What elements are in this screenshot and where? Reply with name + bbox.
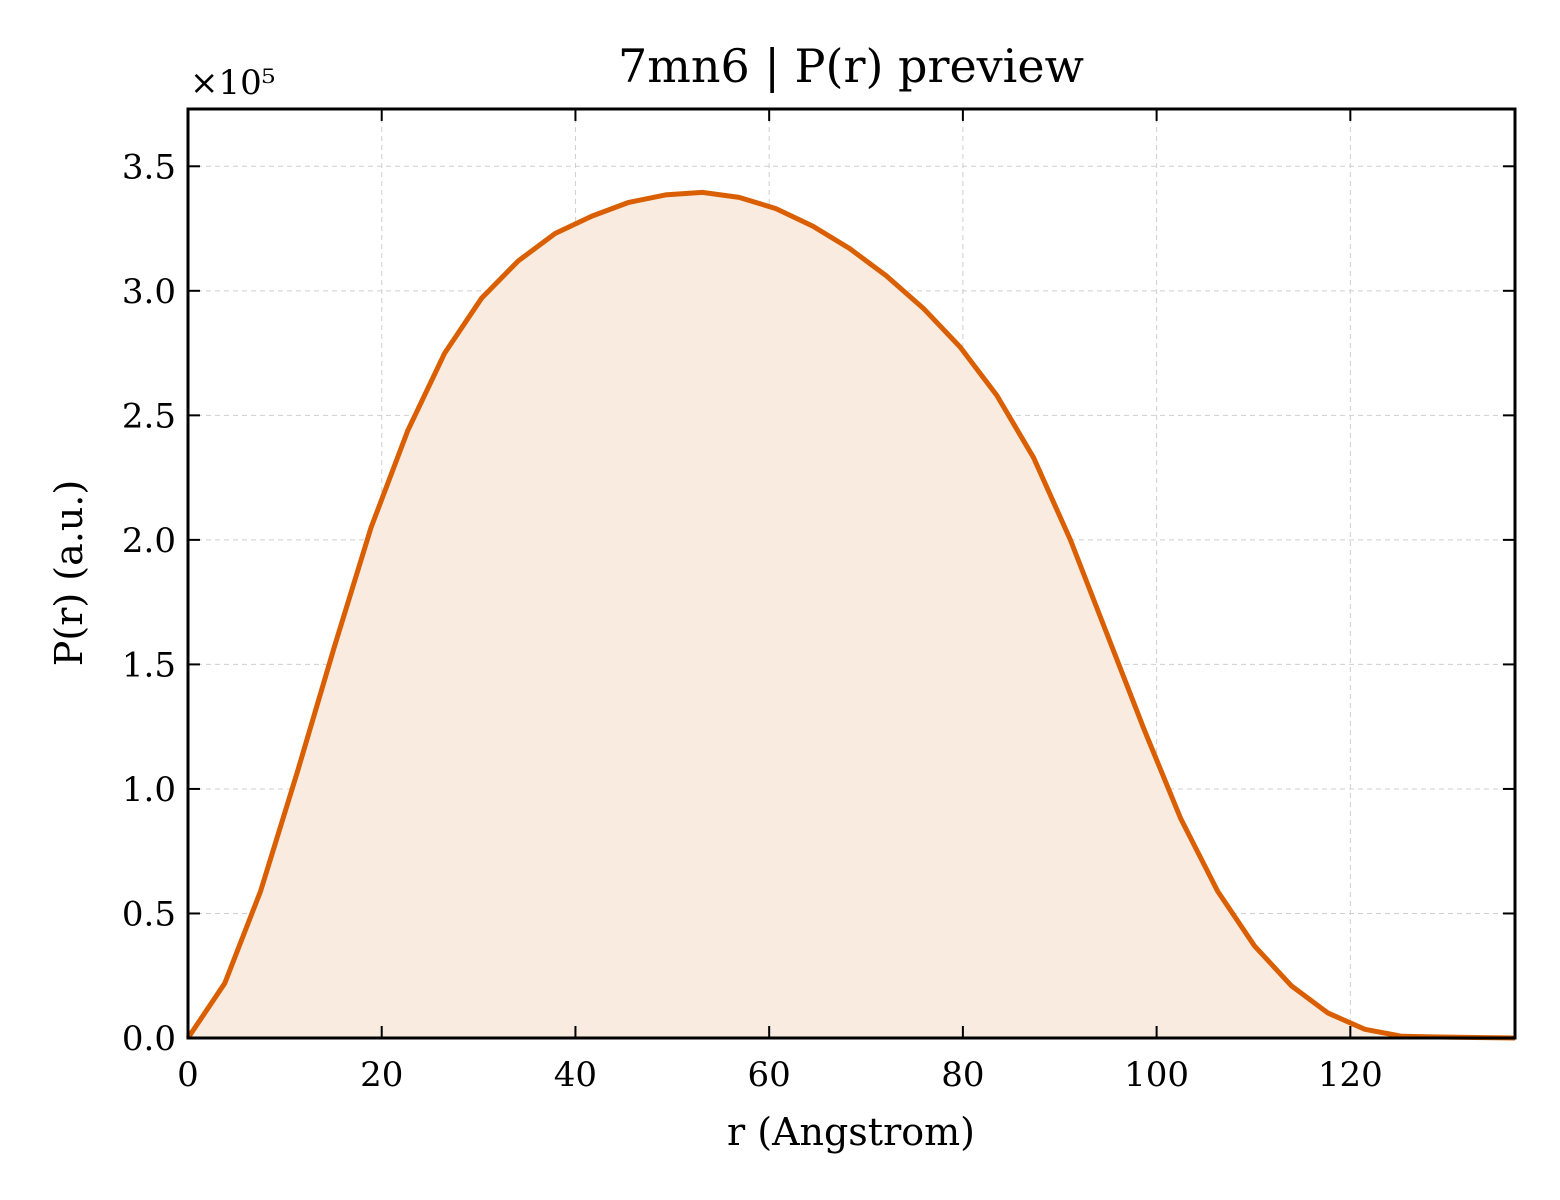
x-axis-label: r (Angstrom) bbox=[727, 1110, 975, 1154]
pr-area-fill bbox=[188, 192, 1515, 1038]
tick-layer: 0 20 40 60 80 100 120 0.0 0.5 1.0 1.5 2.0 2.5 3.0 3.5 bbox=[122, 109, 1515, 1095]
x-tick-label: 120 bbox=[1318, 1055, 1383, 1095]
y-tick-label: 0.0 bbox=[122, 1019, 176, 1059]
y-tick-label: 1.0 bbox=[122, 770, 176, 810]
y-tick-label: 3.5 bbox=[122, 147, 176, 187]
x-tick-label: 0 bbox=[177, 1055, 199, 1095]
y-axis-label: P(r) (a.u.) bbox=[47, 480, 91, 666]
y-tick-label: 0.5 bbox=[122, 894, 176, 934]
y-tick-label: 2.0 bbox=[122, 521, 176, 561]
x-tick-label: 20 bbox=[360, 1055, 403, 1095]
x-tick-label: 60 bbox=[748, 1055, 791, 1095]
y-tick-label: 3.0 bbox=[122, 272, 176, 312]
y-tick-label: 1.5 bbox=[122, 645, 176, 685]
x-tick-label: 40 bbox=[554, 1055, 597, 1095]
x-tick-label: 100 bbox=[1124, 1055, 1189, 1095]
y-scale-multiplier: ×10⁵ bbox=[190, 63, 275, 103]
y-tick-label: 2.5 bbox=[122, 396, 176, 436]
x-tick-label: 80 bbox=[941, 1055, 984, 1095]
plot-frame bbox=[186, 107, 1517, 1040]
chart-title: 7mn6 | P(r) preview bbox=[618, 39, 1084, 93]
pr-series-line bbox=[185, 189, 1516, 1041]
